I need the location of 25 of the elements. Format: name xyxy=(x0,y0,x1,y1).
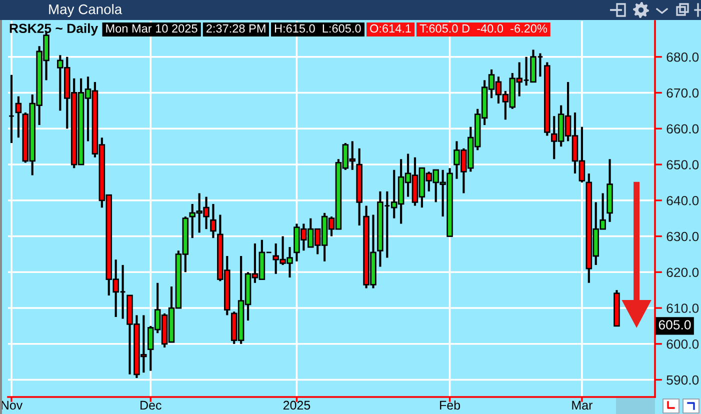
candlestick xyxy=(8,74,15,144)
annotation: O:614.1 xyxy=(370,24,411,33)
y-tick-label: 660.0 xyxy=(666,124,699,134)
annotation: H:615.0 L:605.0 xyxy=(274,24,361,33)
chart-title: May Canola xyxy=(49,4,122,17)
annotation: T:605.0 D -40.0 -6.20% xyxy=(420,24,548,33)
y-tick-label: 650.0 xyxy=(666,160,699,170)
y-tick-label: 640.0 xyxy=(666,196,699,206)
y-tick-label: 610.0 xyxy=(666,304,699,313)
y-tick-label: 670.0 xyxy=(666,88,699,98)
x-tick-label: Mar xyxy=(572,400,593,410)
annotation: 2:37:28 PM xyxy=(206,24,266,33)
y-tick-label: 600.0 xyxy=(666,339,699,349)
x-tick-label: Feb xyxy=(440,400,460,410)
text: 605.0 xyxy=(658,320,691,330)
y-tick-label: 630.0 xyxy=(666,232,699,242)
x-tick-label: Dec xyxy=(140,400,162,410)
annotation: Mon Mar 10 2025 xyxy=(106,24,198,33)
y-tick-label: 590.0 xyxy=(666,375,699,385)
candlestick xyxy=(15,95,22,139)
y-tick-label: 620.0 xyxy=(666,268,699,278)
y-tick-label: 680.0 xyxy=(666,52,699,62)
x-tick-label: 2025 xyxy=(283,400,310,410)
candlestick xyxy=(210,202,216,240)
chart-subtitle: RSK25 ~ Daily xyxy=(10,23,98,36)
